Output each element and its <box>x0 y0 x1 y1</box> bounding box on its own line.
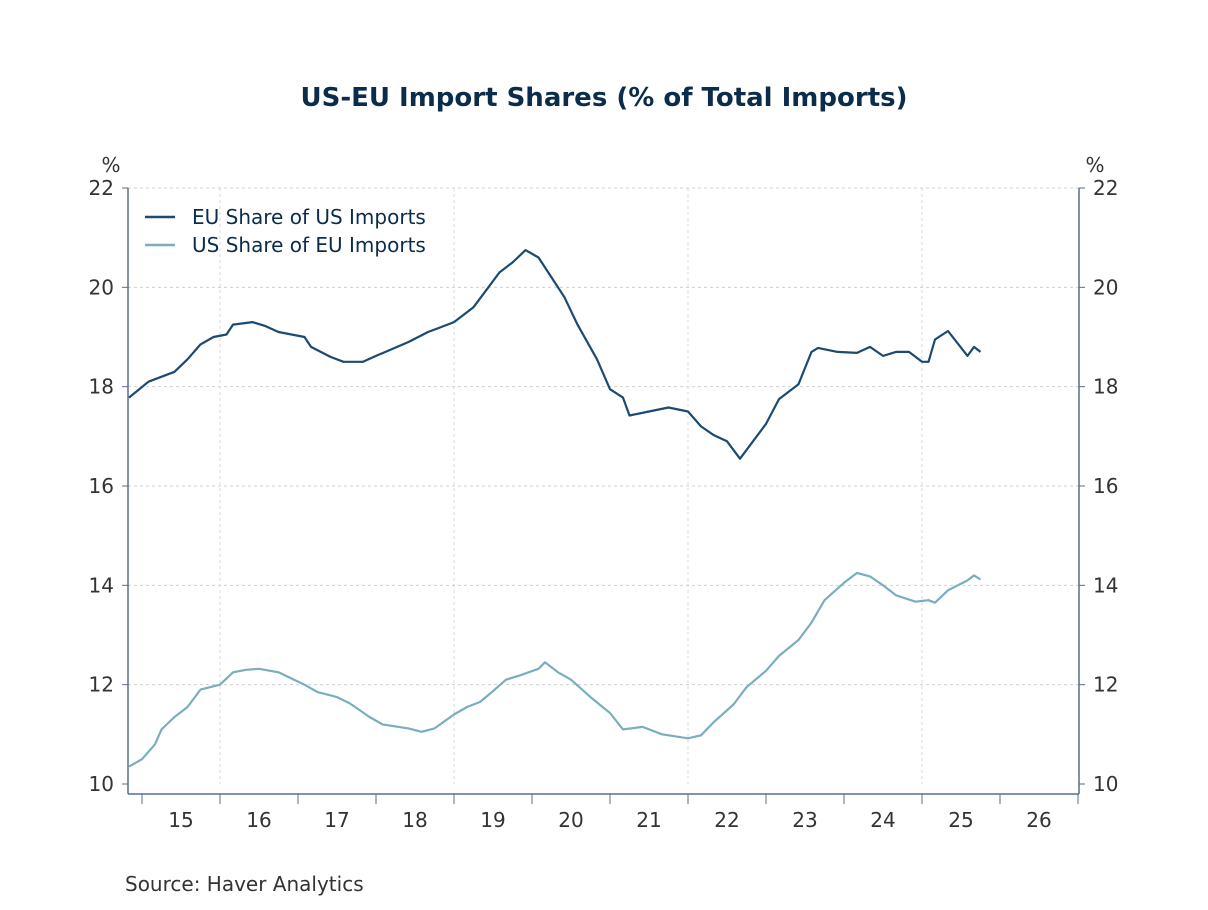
y-tick-label-left: 20 <box>89 275 114 299</box>
y-tick-label-right: 20 <box>1093 275 1118 299</box>
y-tick-label-right: 10 <box>1093 772 1118 796</box>
x-tick-label: 22 <box>714 808 739 832</box>
series-line-1 <box>128 249 982 460</box>
y-tick-label-left: 12 <box>89 673 114 697</box>
y-tick-label-left: 16 <box>89 474 114 498</box>
series-line-2 <box>128 571 982 768</box>
y-tick-label-right: 16 <box>1093 474 1118 498</box>
y-tick-label-right: 22 <box>1093 176 1118 200</box>
source-note: Source: Haver Analytics <box>125 872 364 896</box>
x-tick-label: 21 <box>636 808 661 832</box>
x-tick-label: 24 <box>870 808 895 832</box>
y-tick-label-right: 14 <box>1093 573 1118 597</box>
legend-label: EU Share of US Imports <box>192 205 426 229</box>
y-tick-label-left: 10 <box>89 772 114 796</box>
x-tick-label: 15 <box>168 808 193 832</box>
y-axis-unit-right: % <box>1085 153 1104 177</box>
x-tick-label: 25 <box>948 808 973 832</box>
x-tick-label: 18 <box>402 808 427 832</box>
y-tick-label-left: 22 <box>89 176 114 200</box>
x-tick-label: 16 <box>246 808 271 832</box>
chart-title: US-EU Import Shares (% of Total Imports) <box>300 83 907 113</box>
x-tick-label: 20 <box>558 808 583 832</box>
y-tick-label-left: 14 <box>89 573 114 597</box>
x-tick-label: 23 <box>792 808 817 832</box>
y-tick-label-left: 18 <box>89 375 114 399</box>
x-tick-label: 17 <box>324 808 349 832</box>
y-axis-unit-left: % <box>101 153 120 177</box>
y-tick-label-right: 18 <box>1093 375 1118 399</box>
y-tick-label-right: 12 <box>1093 673 1118 697</box>
x-tick-label: 19 <box>480 808 505 832</box>
legend-label: US Share of EU Imports <box>192 233 426 257</box>
x-tick-label: 26 <box>1026 808 1051 832</box>
